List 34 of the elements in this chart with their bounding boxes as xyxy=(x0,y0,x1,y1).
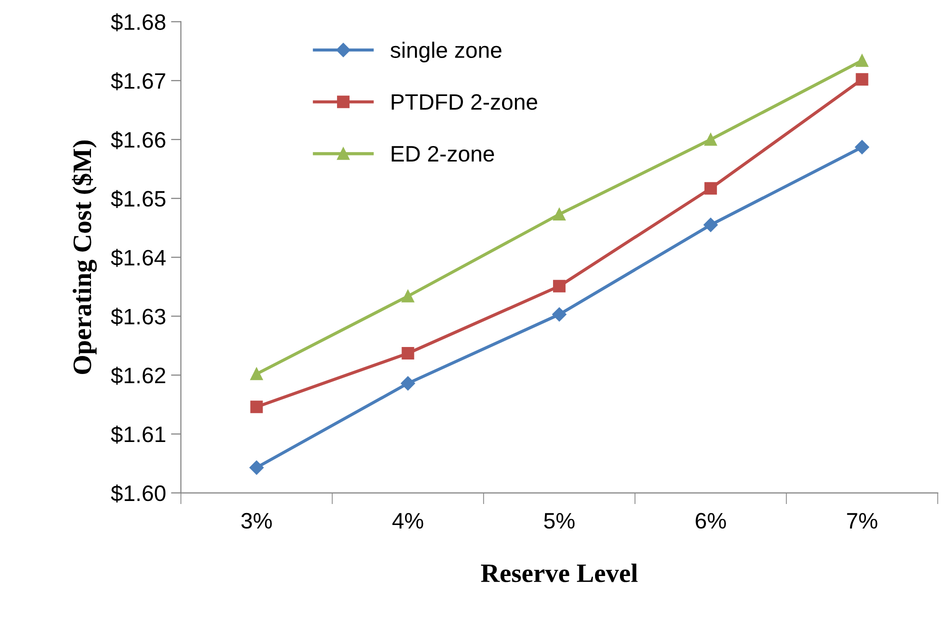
point xyxy=(250,400,263,414)
point xyxy=(854,140,870,154)
point xyxy=(249,460,264,475)
y-tick-label: $1.68 xyxy=(110,13,166,32)
point xyxy=(553,280,566,292)
x-tick-label: 7% xyxy=(847,513,878,529)
point xyxy=(552,307,566,322)
point xyxy=(704,182,717,195)
y-tick-label: $1.65 xyxy=(110,190,166,208)
y-axis-title: Operating Cost ($M) xyxy=(72,140,97,374)
point xyxy=(704,133,717,146)
legend-label: single zone xyxy=(390,42,502,62)
y-tick-label: $1.66 xyxy=(110,131,166,150)
point xyxy=(400,376,416,390)
point xyxy=(402,347,414,360)
y-tick-label: $1.67 xyxy=(110,72,166,90)
y-tick-label: $1.62 xyxy=(110,366,166,385)
x-tick-label: 4% xyxy=(392,513,424,529)
y-tick-label: $1.64 xyxy=(110,248,166,267)
point xyxy=(704,218,718,232)
legend-label: ED 2-zone xyxy=(392,146,494,162)
legend-label: PTDFD 2-zone xyxy=(392,94,538,110)
point xyxy=(856,73,868,86)
point xyxy=(250,368,263,380)
x-tick-label: 3% xyxy=(241,512,272,529)
y-tick-label: $1.61 xyxy=(110,426,166,444)
x-tick-label: 6% xyxy=(696,512,726,529)
point xyxy=(402,290,414,302)
y-tick-label: $1.60 xyxy=(110,484,166,502)
x-axis-title: Reserve Level xyxy=(480,564,638,582)
point xyxy=(856,54,868,67)
y-tick-label: $1.63 xyxy=(110,308,166,326)
x-tick-label: 5% xyxy=(544,513,575,529)
point xyxy=(553,208,566,221)
